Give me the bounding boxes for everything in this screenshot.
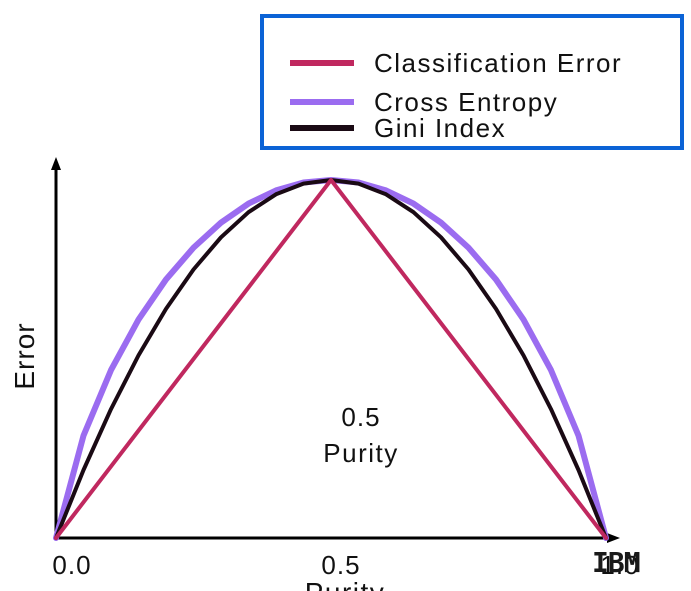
x-tick-label: 0.0 — [52, 550, 91, 580]
series-line-gini-index — [54, 178, 608, 540]
y-axis-label: Error — [9, 322, 40, 389]
x-axis-label: Purity — [305, 577, 386, 591]
legend-swatch-classification-error — [290, 60, 354, 66]
legend: Classification Error Cross Entropy Gini … — [260, 14, 684, 150]
annotation-label: Purity — [323, 438, 398, 468]
annotation-value: 0.5 — [341, 402, 380, 432]
legend-item-gini-index: Gini Index — [290, 111, 506, 145]
series-layer — [53, 177, 609, 541]
x-tick-label: 1.0 — [600, 550, 639, 580]
axes — [51, 157, 620, 543]
tick-layer: 0.0 0.5 1.0 — [52, 550, 639, 580]
x-axis-arrow — [607, 533, 620, 543]
legend-item-classification-error: Classification Error — [290, 46, 622, 80]
legend-label: Cross Entropy — [374, 86, 559, 117]
series-line-classification-error — [54, 178, 608, 540]
legend-swatch-cross-entropy — [290, 99, 354, 105]
ibm-logo: IBM — [592, 546, 641, 579]
ibm-logo-text: IBM — [592, 546, 641, 579]
legend-label: Gini Index — [374, 112, 507, 143]
legend-swatch-gini-index — [290, 125, 354, 131]
legend-label: Classification Error — [374, 47, 623, 78]
x-tick-label: 0.5 — [321, 550, 360, 580]
y-axis-arrow — [51, 157, 61, 170]
legend-item-cross-entropy: Cross Entropy — [290, 85, 558, 119]
